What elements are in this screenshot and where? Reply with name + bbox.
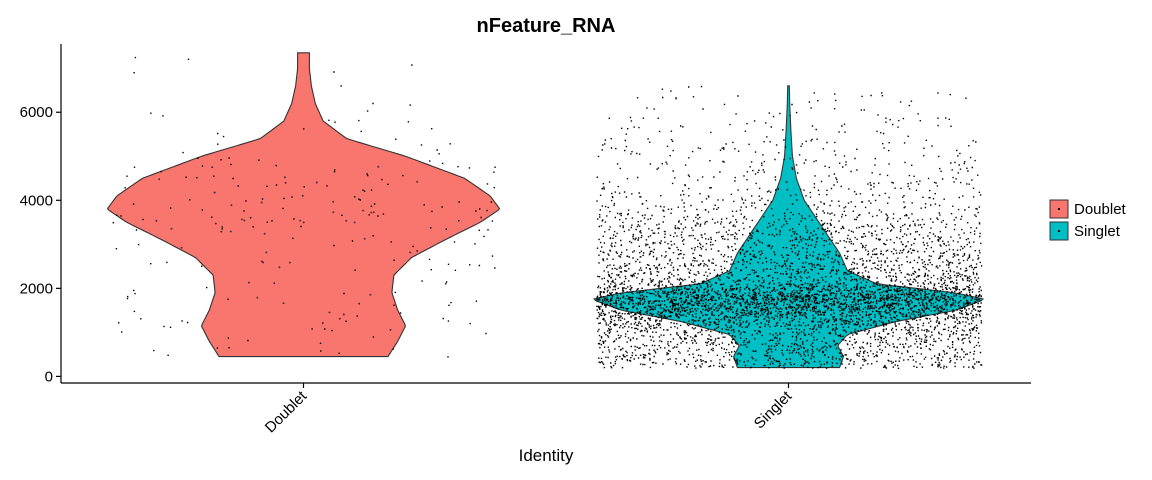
violins-layer	[106, 52, 984, 369]
x-tick-label: Singlet	[751, 387, 796, 432]
legend-item-singlet: Singlet	[1049, 221, 1121, 241]
x-tick-label: Doublet	[262, 387, 311, 436]
y-tick-label: 2000	[20, 280, 53, 297]
legend: Doublet Singlet	[1049, 199, 1127, 241]
legend-item-doublet: Doublet	[1049, 199, 1127, 219]
legend-label: Singlet	[1074, 223, 1121, 240]
violin-doublet	[106, 52, 501, 358]
y-tick-label: 6000	[20, 104, 53, 121]
y-tick-label: 4000	[20, 192, 53, 209]
y-tick-label: 0	[45, 368, 53, 385]
x-axis-title: Identity	[519, 446, 574, 465]
legend-point-key	[1058, 208, 1060, 210]
points-layer	[112, 56, 983, 370]
legend-label: Doublet	[1074, 201, 1127, 218]
points-singlet	[596, 85, 983, 370]
legend-point-key	[1058, 230, 1060, 232]
chart-title: nFeature_RNA	[477, 15, 616, 37]
